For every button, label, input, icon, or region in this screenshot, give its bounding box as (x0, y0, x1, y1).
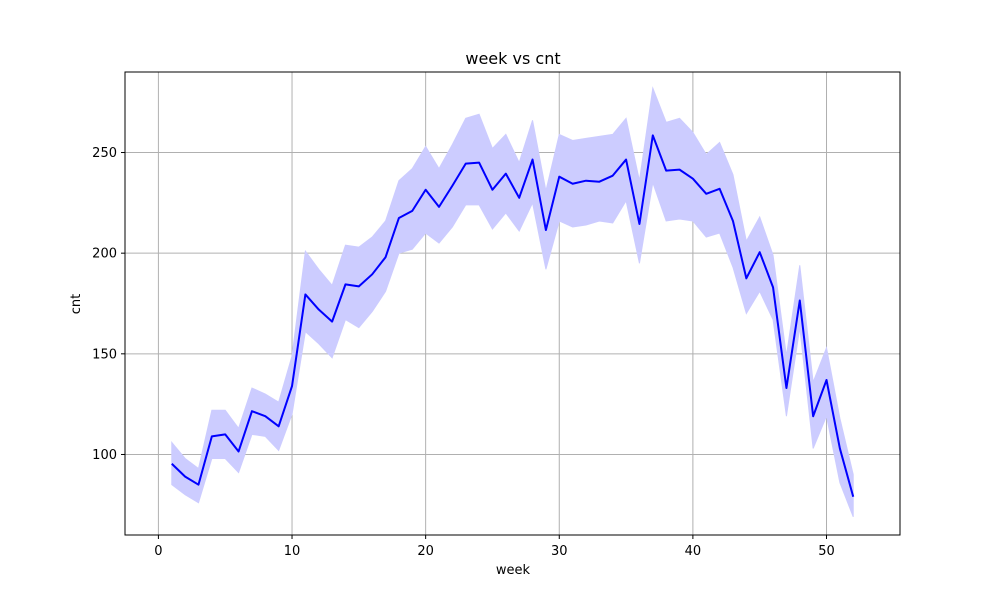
confidence-bands (171, 86, 854, 518)
x-tick-label: 10 (284, 544, 301, 559)
x-tick-label: 30 (551, 544, 568, 559)
series-lines (171, 134, 855, 498)
confidence-band (171, 86, 854, 518)
y-tick-label: 200 (92, 247, 117, 262)
y-tick-label: 150 (92, 347, 117, 362)
x-tick-label: 50 (818, 544, 835, 559)
y-tick-label: 100 (92, 448, 117, 463)
y-axis-label: cnt (69, 294, 84, 314)
axis-ticks: 0 10 20 30 40 50 100 150 200 250 (92, 146, 835, 559)
series-line (171, 134, 855, 498)
plot-area-frame (124, 71, 901, 536)
chart-title: week vs cnt (465, 49, 560, 68)
x-tick-label: 20 (417, 544, 434, 559)
y-tick-label: 250 (92, 146, 117, 161)
x-tick-label: 0 (154, 544, 162, 559)
x-axis-label: week (496, 563, 531, 578)
x-tick-label: 40 (685, 544, 702, 559)
